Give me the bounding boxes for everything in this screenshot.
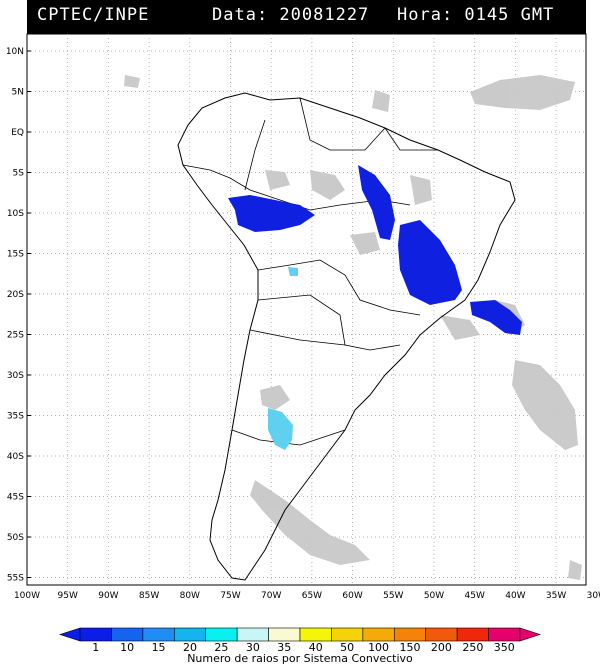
colorbar-swatch (79, 627, 112, 642)
lightning-clusters (228, 165, 522, 335)
colorbar-tick-label: 350 (494, 641, 515, 654)
colorbar-tick-label: 150 (400, 641, 421, 654)
lon-label: 50W (424, 591, 444, 601)
lat-label: EQ (11, 128, 24, 138)
lon-label: 65W (302, 591, 322, 601)
colorbar-swatch (142, 627, 175, 642)
date-label: Data: 20081227 (212, 5, 370, 25)
lon-label: 90W (98, 591, 118, 601)
storm-cluster (288, 267, 298, 276)
lon-label: 40W (505, 591, 525, 601)
lat-label: 50S (7, 533, 24, 543)
lat-label: 20S (7, 290, 24, 300)
cloud-patch (512, 360, 578, 450)
cloud-patch (310, 170, 345, 200)
cloud-patch (260, 385, 290, 410)
lat-label: 10N (6, 47, 24, 57)
colorbar-arrow-right (519, 627, 541, 642)
colorbar-tick-label: 30 (246, 641, 260, 654)
colorbar-swatch (488, 627, 521, 642)
lon-label: 45W (465, 591, 485, 601)
weak-lightning-clusters (268, 267, 298, 450)
time-label: Hora: 0145 GMT (397, 5, 555, 25)
colorbar-swatch (456, 627, 489, 642)
border-line (299, 97, 386, 151)
latitude-labels: 10N 5N EQ 5S 10S 15S 20S 25S 30S 35S 40S 45S 50S 55S (6, 47, 24, 584)
border-line (244, 119, 266, 191)
border-line (384, 127, 438, 151)
colorbar-swatch (268, 627, 301, 642)
south-america-coastline (177, 92, 516, 581)
colorbar-tick-label: 25 (214, 641, 228, 654)
lon-label: 55W (383, 591, 403, 601)
cloud-patch (410, 175, 432, 205)
colorbar-tick-label: 250 (462, 641, 483, 654)
lat-label: 45S (7, 493, 24, 503)
lat-label: 5S (13, 169, 25, 179)
map-header: CPTEC/INPE Data: 20081227 Hora: 0145 GMT (27, 0, 586, 34)
lon-label: 70W (261, 591, 281, 601)
colorbar-tick-label: 100 (368, 641, 389, 654)
lon-label: 95W (58, 591, 78, 601)
colorbar-swatch (111, 627, 144, 642)
colorbar-swatch (173, 627, 207, 642)
border-line (257, 259, 421, 316)
border-line (182, 164, 251, 191)
lat-label: 25S (7, 331, 24, 341)
lat-label: 30S (7, 371, 24, 381)
storm-cluster (228, 195, 315, 232)
colorbar-swatch (205, 627, 238, 642)
colorbar-arrow-left (59, 627, 81, 642)
lon-label: 60W (342, 591, 362, 601)
lon-label: 30W (587, 591, 600, 601)
colorbar-ticks: 1 10 15 20 25 30 35 40 50 100 150 200 250 350 (92, 641, 515, 654)
lon-label: 75W (220, 591, 240, 601)
colorbar-tick-label: 50 (340, 641, 354, 654)
storm-cluster (358, 165, 395, 240)
cloud-patch (568, 560, 582, 580)
colorbar-tick-label: 35 (277, 641, 291, 654)
lon-label: 80W (180, 591, 200, 601)
lon-label: 100W (14, 591, 40, 601)
colorbar-swatch (299, 627, 332, 642)
lat-label: 40S (7, 452, 24, 462)
cloud-patch (372, 90, 390, 112)
colorbar-tick-label: 200 (431, 641, 452, 654)
lat-label: 10S (7, 209, 24, 219)
lon-label: 35W (546, 591, 566, 601)
colorbar-swatch (362, 627, 395, 642)
lon-label: 85W (139, 591, 159, 601)
colorbar-tick-label: 40 (309, 641, 323, 654)
storm-cluster (398, 220, 462, 305)
cloud-patch (470, 75, 575, 110)
storm-cluster (470, 300, 522, 335)
colorbar-label: Numero de raios por Sistema Convectivo (187, 652, 413, 665)
cloud-patch (124, 75, 140, 88)
lat-label: 15S (7, 250, 24, 260)
cloud-patch (250, 480, 370, 565)
colorbar-tick-label: 10 (120, 641, 134, 654)
lat-label: 55S (7, 574, 24, 584)
colorbar-swatch (425, 627, 458, 642)
colorbar-tick-label: 15 (152, 641, 166, 654)
cloud-patch (265, 170, 290, 190)
agency-label: CPTEC/INPE (37, 5, 150, 25)
colorbar-swatch (236, 627, 269, 642)
cloud-cover (124, 75, 582, 580)
cloud-patch (350, 232, 380, 255)
colorbar-tick-label: 1 (92, 641, 99, 654)
lat-label: 35S (7, 412, 24, 422)
lat-label: 5N (12, 88, 24, 98)
cloud-patch (440, 315, 480, 340)
colorbar (59, 627, 541, 642)
colorbar-swatch (393, 627, 427, 642)
storm-cluster (268, 408, 293, 450)
colorbar-tick-label: 20 (183, 641, 197, 654)
grid-lines (27, 34, 586, 585)
colorbar-swatch (331, 627, 364, 642)
border-line (257, 294, 401, 351)
border-line (249, 329, 346, 346)
longitude-labels: 100W 95W 90W 85W 80W 75W 70W 65W 60W 55W 50W 45W 40W… (14, 591, 600, 601)
